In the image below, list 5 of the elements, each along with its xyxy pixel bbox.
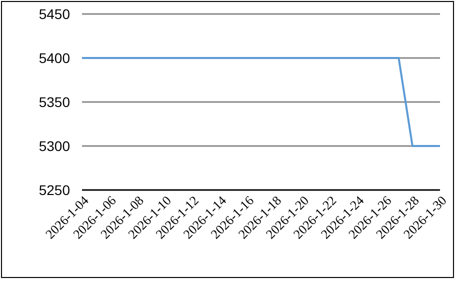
y-tick-label: 5450 <box>38 6 70 22</box>
y-tick-label: 5300 <box>38 138 70 154</box>
y-tick-label: 5350 <box>38 94 70 110</box>
y-tick-label: 5400 <box>38 50 70 66</box>
y-tick-label: 5250 <box>38 182 70 198</box>
